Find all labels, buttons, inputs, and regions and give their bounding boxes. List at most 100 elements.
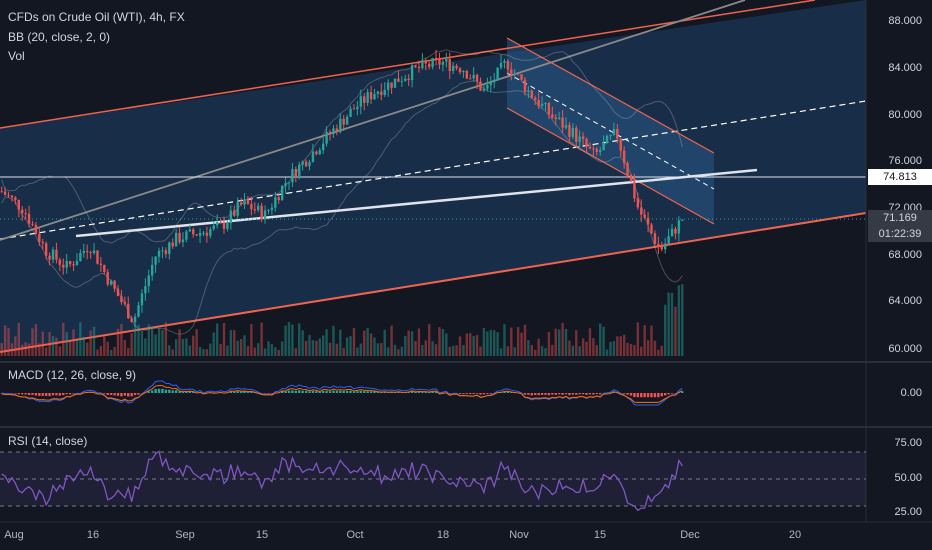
candle-body [315,151,318,155]
candle-body [229,210,233,224]
candle-body [568,124,571,137]
last-price-tag[interactable]: 71.169 [868,210,932,226]
candle-body [393,78,397,88]
volume-bar [636,322,640,356]
candle-body [44,243,48,256]
macd-histogram-bar [133,393,137,396]
volume-bar [181,338,185,356]
candle-body [328,131,332,135]
candle-body [212,225,215,230]
candle-body [308,161,311,167]
volume-bar [537,338,540,356]
candle-body [157,250,161,257]
volume-bar [301,330,304,356]
time-axis-label: Sep [175,529,195,541]
volume-indicator-label[interactable]: Vol [8,49,25,63]
macd-histogram-bar [650,393,653,398]
macd-histogram-bar [109,393,113,395]
volume-bar [520,332,523,356]
candle-body [451,65,455,71]
candle-body [345,116,349,125]
macd-histogram-bar [349,390,352,393]
candle-body [410,65,414,81]
candle-body [38,234,41,243]
macd-histogram-bar [65,393,68,395]
candle-body [636,198,640,208]
candle-body [284,183,287,186]
volume-bar [103,336,106,356]
candle-body [605,135,609,144]
macd-indicator-label[interactable]: MACD (12, 26, close, 9) [8,368,137,382]
macd-histogram-bar [356,391,359,393]
volume-bar [462,345,465,356]
candle-body [534,97,537,101]
candle-body [144,286,147,294]
candle-body [10,195,14,198]
volume-bar [581,338,585,356]
macd-histogram-bar [359,390,363,393]
candle-body [359,96,363,107]
volume-bar [523,324,527,356]
volume-bar [428,324,431,356]
macd-histogram-bar [315,391,318,393]
volume-bar [431,341,434,356]
volume-bar [328,342,332,356]
volume-bar [65,332,68,356]
rsi-indicator-label[interactable]: RSI (14, close) [8,434,88,448]
time-axis-label: Nov [509,529,529,541]
candle-body [499,62,503,68]
candle-body [527,90,530,92]
macd-histogram-bar [397,391,400,393]
volume-bar [393,344,397,356]
volume-bar [657,349,660,356]
candle-body [629,175,633,182]
candle-body [41,242,44,244]
candle-body [209,229,212,236]
volume-bar [308,335,311,356]
candle-body [445,58,448,62]
macd-histogram-bar [534,393,537,396]
volume-bar [267,341,270,356]
candle-body [428,63,431,67]
bb-indicator-label[interactable]: BB (20, close, 2, 0) [8,30,111,44]
chart-title[interactable]: CFDs on Crude Oil (WTI), 4h, FX [8,10,185,24]
volume-bar [161,329,164,356]
candle-body [561,117,564,128]
volume-bar [342,348,345,356]
candle-body [660,246,663,250]
candle-body [298,164,301,178]
volume-bar [534,349,537,356]
volume-bar [168,345,171,356]
candle-body [356,106,359,110]
candle-body [188,229,192,232]
candle-body [311,151,315,162]
macd-histogram-bar [479,393,482,395]
volume-bar [270,343,274,356]
level-price-tag[interactable]: 74.813 [868,169,932,185]
volume-bar [465,333,469,356]
macd-histogram-bar [31,393,34,395]
volume-bar [441,328,445,356]
bb-upper [1,49,683,244]
volume-bar [376,343,380,356]
volume-bar [352,327,356,356]
candle-body [366,92,369,103]
volume-bar [383,329,386,356]
volume-bar [14,336,17,356]
price-axis-label: 76.000 [888,155,922,167]
candle-body [321,143,325,151]
volume-bar [414,340,417,356]
candle-body [575,127,578,142]
macd-histogram-bar [328,391,332,393]
candle-body [215,222,219,226]
candle-body [58,259,62,265]
candle-body [479,81,482,91]
volume-bar [233,330,236,356]
volume-bar [120,323,123,356]
volume-bar [209,343,212,356]
macd-line [1,380,683,406]
candle-body [147,275,150,287]
candle-body [503,61,506,63]
volume-bar [51,336,55,356]
